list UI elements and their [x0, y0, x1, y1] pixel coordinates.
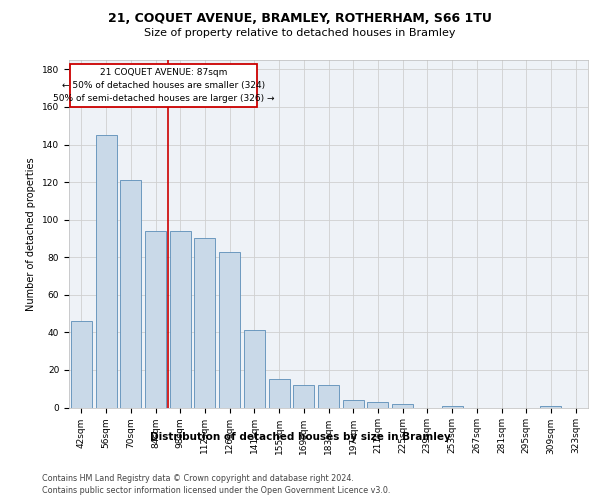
Text: Contains HM Land Registry data © Crown copyright and database right 2024.: Contains HM Land Registry data © Crown c… — [42, 474, 354, 483]
Bar — [71, 321, 92, 408]
Text: 21, COQUET AVENUE, BRAMLEY, ROTHERHAM, S66 1TU: 21, COQUET AVENUE, BRAMLEY, ROTHERHAM, S… — [108, 12, 492, 26]
Bar — [219, 252, 240, 408]
Bar — [392, 404, 413, 407]
Bar — [269, 380, 290, 407]
Bar — [293, 385, 314, 407]
Y-axis label: Number of detached properties: Number of detached properties — [26, 157, 37, 310]
Bar — [170, 231, 191, 408]
Text: Distribution of detached houses by size in Bramley: Distribution of detached houses by size … — [149, 432, 451, 442]
Bar — [244, 330, 265, 407]
Bar — [318, 385, 339, 407]
Text: 21 COQUET AVENUE: 87sqm
← 50% of detached houses are smaller (324)
50% of semi-d: 21 COQUET AVENUE: 87sqm ← 50% of detache… — [53, 68, 274, 103]
Text: Size of property relative to detached houses in Bramley: Size of property relative to detached ho… — [144, 28, 456, 38]
Bar — [194, 238, 215, 408]
Bar — [541, 406, 562, 407]
Text: Contains public sector information licensed under the Open Government Licence v3: Contains public sector information licen… — [42, 486, 391, 495]
Bar — [95, 135, 116, 407]
Bar — [120, 180, 141, 408]
Bar — [367, 402, 388, 407]
FancyBboxPatch shape — [70, 64, 257, 107]
Bar — [145, 231, 166, 408]
Bar — [442, 406, 463, 407]
Bar — [343, 400, 364, 407]
